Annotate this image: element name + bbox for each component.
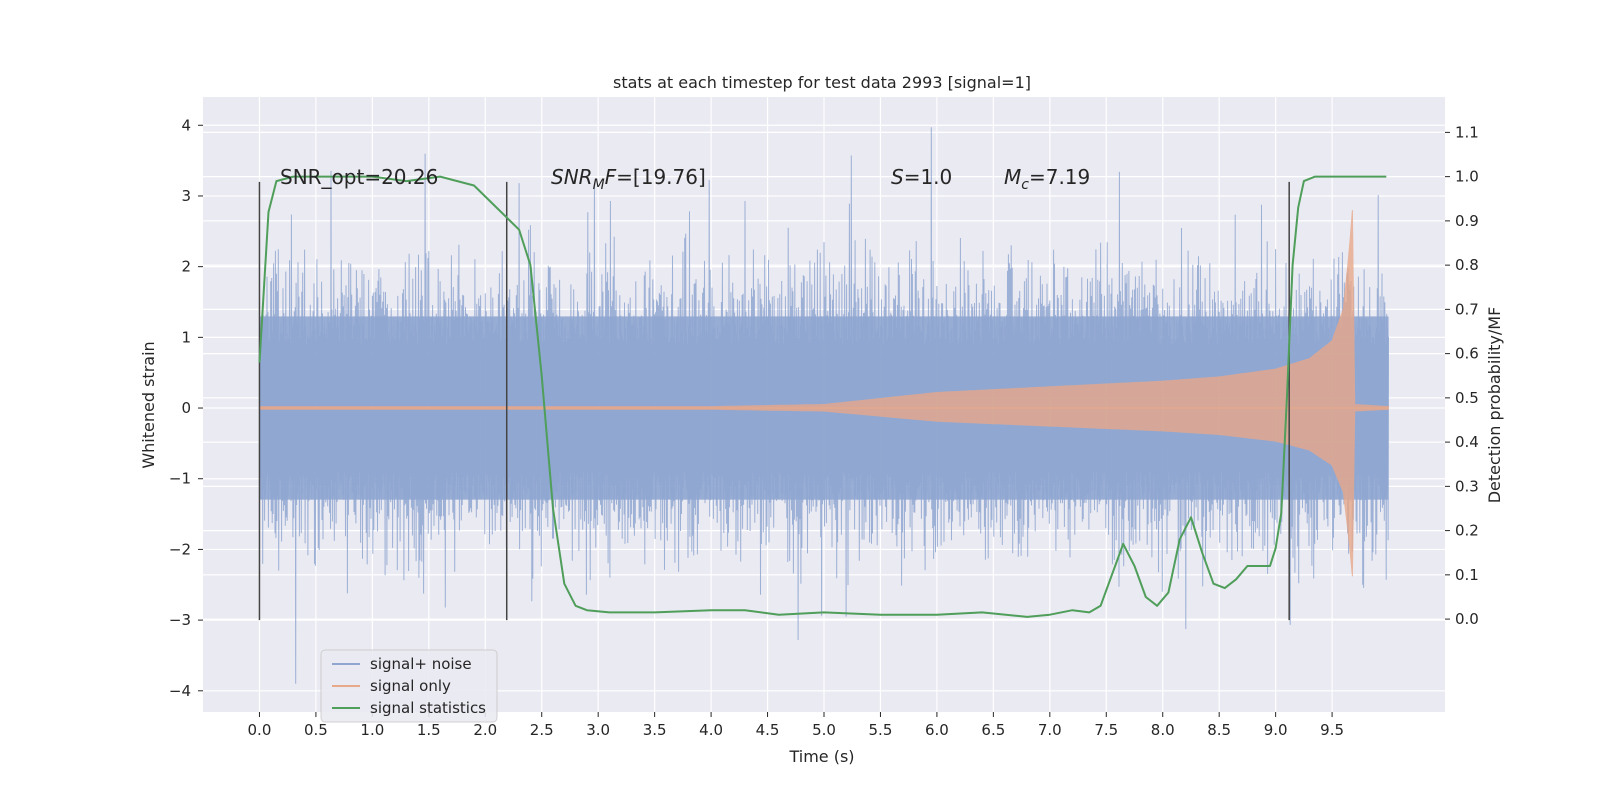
x-tick-label: 3.5 xyxy=(643,721,667,739)
mc-subscript: c xyxy=(1021,177,1029,193)
y-tick-label-right: 0.0 xyxy=(1455,610,1479,628)
x-axis-label: Time (s) xyxy=(788,747,854,766)
snr-mf-subscript: M xyxy=(593,177,605,193)
annotation-s: S=1.0 xyxy=(891,165,952,189)
y-tick-label-left: 1 xyxy=(181,328,191,346)
y-tick-label-left: −4 xyxy=(169,682,191,700)
x-tick-label: 8.0 xyxy=(1151,721,1175,739)
y-tick-label-left: 3 xyxy=(181,187,191,205)
annotation-snr-mf: SNRMF=[19.76] xyxy=(551,165,706,193)
signal-statistics-line xyxy=(258,175,1387,618)
x-tick-label: 0.0 xyxy=(248,721,272,739)
chart-title: stats at each timestep for test data 299… xyxy=(613,73,1031,92)
annotation-snr-opt: SNR_opt=20.26 xyxy=(280,165,438,189)
y-axis-label-left: Whitened strain xyxy=(139,341,158,468)
axis-ticks: 0.0 0.5 1.0 1.5 2.0 2.5 3.0 3.5 4.0 4.5 5.0 5.5 6.0 6… xyxy=(169,116,1479,739)
snr-mf-value: =[19.76] xyxy=(616,165,706,189)
y-tick-label-right: 0.9 xyxy=(1455,212,1479,230)
x-tick-label: 9.5 xyxy=(1320,721,1344,739)
x-tick-label: 2.0 xyxy=(473,721,497,739)
x-tick-label: 5.0 xyxy=(812,721,836,739)
y-tick-label-right: 0.1 xyxy=(1455,566,1479,584)
y-tick-label-right: 1.0 xyxy=(1455,168,1479,186)
y-tick-label-left: −3 xyxy=(169,611,191,629)
mc-label: M xyxy=(1004,165,1021,189)
legend-label-signal-only: signal only xyxy=(370,677,451,695)
y-tick-label-right: 0.6 xyxy=(1455,345,1479,363)
y-tick-label-right: 0.8 xyxy=(1455,256,1479,274)
y-tick-label-left: 2 xyxy=(181,258,191,276)
y-tick-label-right: 0.2 xyxy=(1455,522,1479,540)
y-tick-label-left: −2 xyxy=(169,540,191,558)
y-axis-label-right: Detection probability/MF xyxy=(1485,307,1504,504)
annotation-mc: Mc=7.19 xyxy=(1004,165,1090,193)
x-tick-label: 4.0 xyxy=(699,721,723,739)
y-tick-label-right: 0.7 xyxy=(1455,300,1479,318)
mc-value: =7.19 xyxy=(1029,165,1090,189)
series-signal-statistics xyxy=(258,175,1387,618)
s-value: =1.0 xyxy=(904,165,953,189)
series-signal-only xyxy=(259,210,1389,577)
x-tick-label: 5.5 xyxy=(869,721,893,739)
x-tick-label: 6.0 xyxy=(925,721,949,739)
x-tick-label: 9.0 xyxy=(1264,721,1288,739)
legend: signal+ noise signal only signal statist… xyxy=(320,649,498,723)
x-tick-label: 1.5 xyxy=(417,721,441,739)
legend-label-signal-statistics: signal statistics xyxy=(370,699,486,717)
vertical-markers xyxy=(258,181,1290,621)
x-tick-label: 8.5 xyxy=(1207,721,1231,739)
x-tick-label: 1.0 xyxy=(360,721,384,739)
y-tick-label-left: 0 xyxy=(181,399,191,417)
snr-mf-suffix: F xyxy=(605,165,617,189)
signal-only-band xyxy=(259,210,1389,577)
x-tick-label: 2.5 xyxy=(530,721,554,739)
x-tick-label: 7.5 xyxy=(1094,721,1118,739)
legend-box xyxy=(320,649,498,723)
x-tick-label: 3.0 xyxy=(586,721,610,739)
x-tick-label: 7.0 xyxy=(1038,721,1062,739)
s-label: S xyxy=(891,165,904,189)
y-tick-label-right: 0.3 xyxy=(1455,477,1479,495)
x-tick-label: 0.5 xyxy=(304,721,328,739)
legend-label-signal-plus-noise: signal+ noise xyxy=(370,655,472,673)
x-tick-label: 6.5 xyxy=(981,721,1005,739)
x-tick-label: 4.5 xyxy=(756,721,780,739)
y-tick-label-left: −1 xyxy=(169,470,191,488)
y-tick-label-left: 4 xyxy=(181,116,191,134)
y-tick-label-right: 0.4 xyxy=(1455,433,1479,451)
snr-mf-label: SNR xyxy=(551,165,593,189)
y-tick-label-right: 0.5 xyxy=(1455,389,1479,407)
y-tick-label-right: 1.1 xyxy=(1455,123,1479,141)
